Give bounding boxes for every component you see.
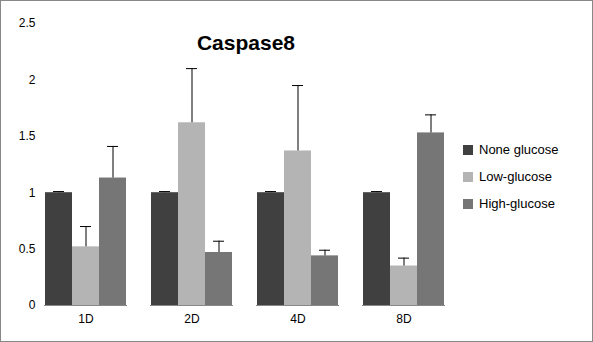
svg-text:1.5: 1.5 <box>19 129 36 143</box>
html-text:High-glucose: High-glucose <box>479 196 555 211</box>
svg-text:1D: 1D <box>78 312 94 326</box>
html-text:Caspase8: Caspase8 <box>197 31 295 54</box>
html-text:None glucose: None glucose <box>479 142 559 157</box>
html-text:Low-glucose: Low-glucose <box>479 169 552 184</box>
svg-text:8D: 8D <box>396 312 412 326</box>
svg-text:1: 1 <box>29 186 36 200</box>
svg-text:0.5: 0.5 <box>19 242 36 256</box>
svg-text:2D: 2D <box>184 312 200 326</box>
svg-text:0: 0 <box>29 298 36 312</box>
svg-text:2.5: 2.5 <box>19 16 36 30</box>
svg-text:2: 2 <box>29 73 36 87</box>
svg-text:4D: 4D <box>290 312 306 326</box>
